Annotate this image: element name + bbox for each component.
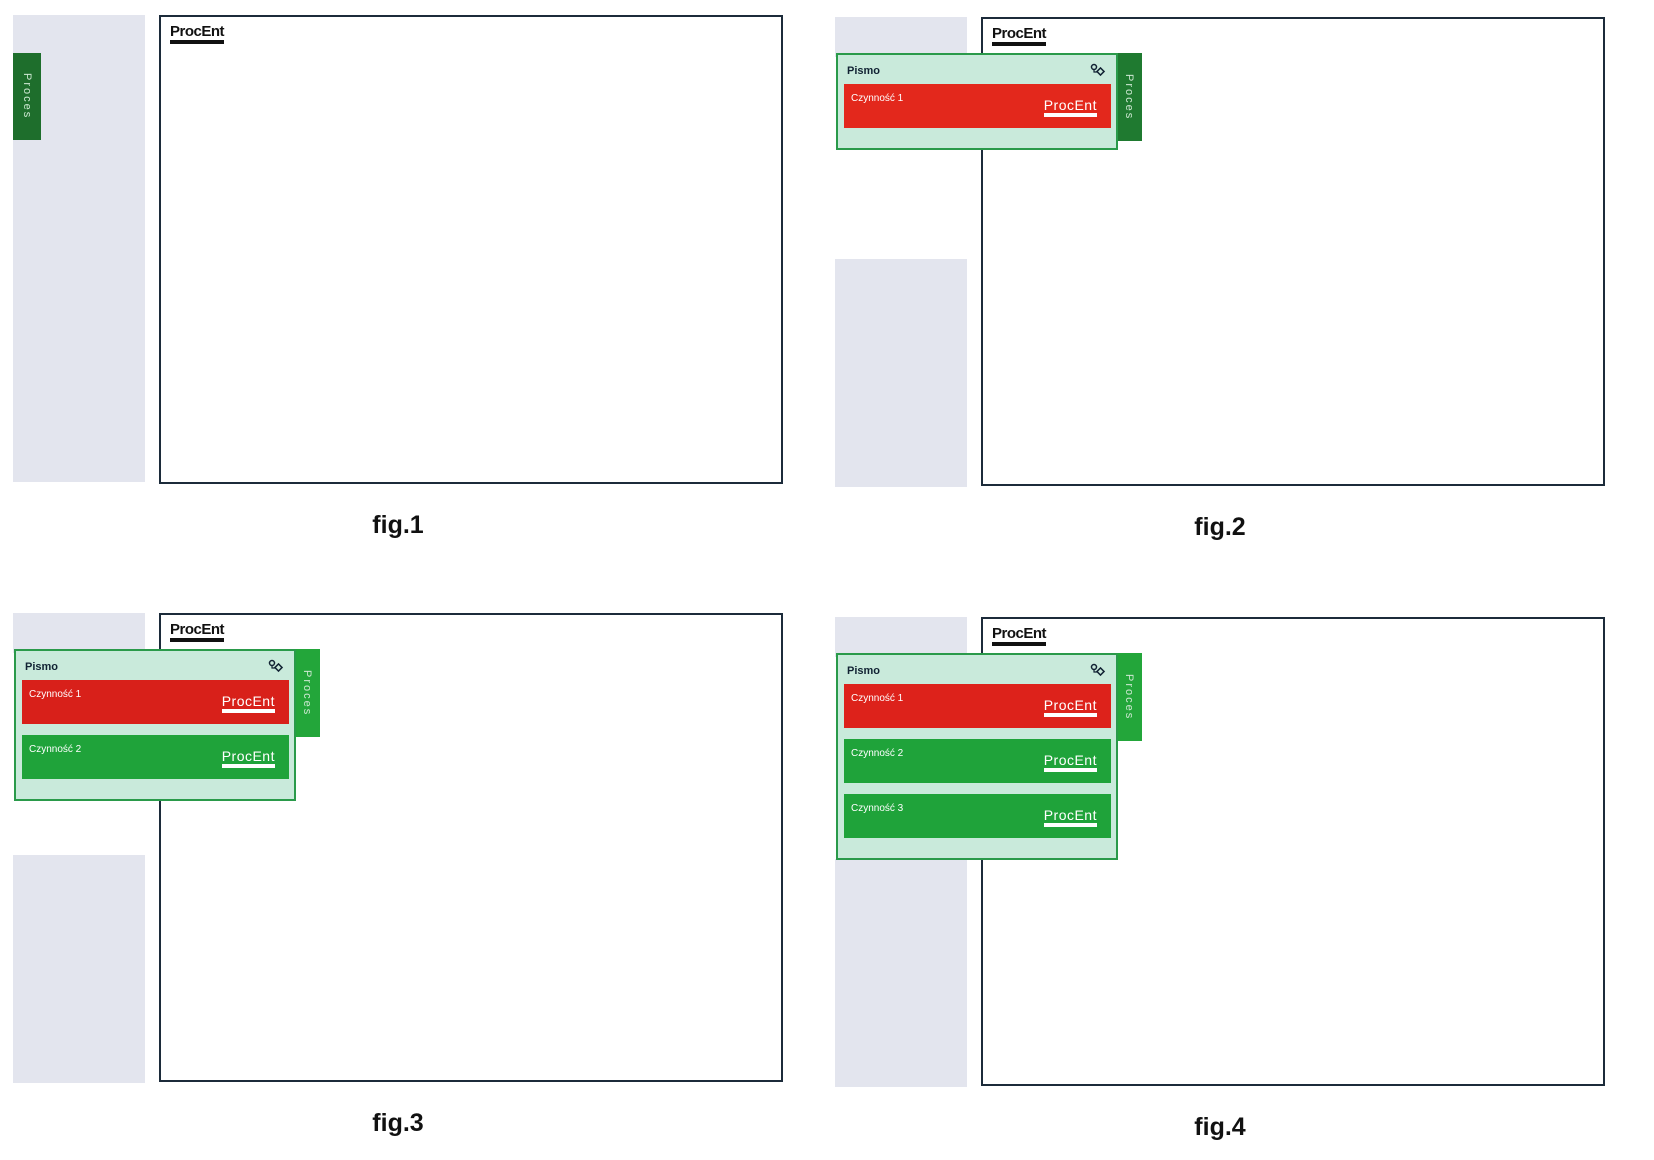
page: ProcEnt Proces fig.1 ProcEnt Proces Pismo Czyn… <box>0 0 1654 1160</box>
activity-label: Czynność 1 <box>851 93 903 104</box>
process-tab[interactable]: Proces <box>1116 53 1142 141</box>
caption: fig.1 <box>298 511 498 540</box>
sidebar <box>13 855 145 1083</box>
activity-logo: ProcEnt <box>222 749 275 768</box>
activity-logo: ProcEnt <box>1044 753 1097 772</box>
panel: PismoCzynność 1ProcEntCzynność 2ProcEntC… <box>836 653 1118 860</box>
activity-label: Czynność 3 <box>851 803 903 814</box>
sidebar <box>835 259 967 487</box>
panel-icon[interactable] <box>1090 663 1106 677</box>
panel-icon[interactable] <box>1090 63 1106 77</box>
activity-label: Czynność 2 <box>29 744 81 755</box>
logo: ProcEnt <box>170 622 224 642</box>
activity-item[interactable]: Czynność 2 ProcEnt <box>844 739 1111 783</box>
activity-label: Czynność 2 <box>851 748 903 759</box>
panel-title: Pismo <box>25 661 58 673</box>
figure: ProcEnt Proces fig.1 <box>0 0 820 580</box>
sidebar <box>835 859 967 1087</box>
process-tab[interactable]: Proces <box>1116 653 1142 741</box>
process-tab[interactable]: Proces <box>294 649 320 737</box>
activity-logo: ProcEnt <box>1044 698 1097 717</box>
caption: fig.3 <box>298 1109 498 1138</box>
sidebar <box>835 617 967 657</box>
figure: ProcEnt Proces Pismo Czynność 1 ProcEnt fig.2 <box>822 2 1642 582</box>
activity-label: Czynność 1 <box>29 689 81 700</box>
sidebar <box>835 17 967 57</box>
workspace <box>159 15 783 484</box>
activity-logo: ProcEnt <box>222 694 275 713</box>
logo: ProcEnt <box>992 626 1046 646</box>
activity-logo: ProcEnt <box>1044 98 1097 117</box>
logo: ProcEnt <box>992 26 1046 46</box>
panel: Pismo Czynność 1 ProcEnt <box>836 53 1118 150</box>
activity-label: Czynność 1 <box>851 693 903 704</box>
figure: ProcEntProcesPismoCzynność 1ProcEntCzynn… <box>822 602 1642 1160</box>
caption: fig.2 <box>1120 513 1320 542</box>
activity-item[interactable]: Czynność 1 ProcEnt <box>844 684 1111 728</box>
panel-title: Pismo <box>847 665 880 677</box>
panel-icon[interactable] <box>268 659 284 673</box>
activity-logo: ProcEnt <box>1044 808 1097 827</box>
figure: ProcEntProcesPismoCzynność 1ProcEntCzynn… <box>0 598 820 1160</box>
activity-item[interactable]: Czynność 1 ProcEnt <box>844 84 1111 128</box>
logo: ProcEnt <box>170 24 224 44</box>
activity-item[interactable]: Czynność 3 ProcEnt <box>844 794 1111 838</box>
caption: fig.4 <box>1120 1113 1320 1142</box>
process-tab[interactable]: Proces <box>13 53 41 140</box>
activity-item[interactable]: Czynność 1 ProcEnt <box>22 680 289 724</box>
panel-title: Pismo <box>847 65 880 77</box>
activity-item[interactable]: Czynność 2 ProcEnt <box>22 735 289 779</box>
sidebar <box>13 613 145 653</box>
panel: Pismo Czynność 1 ProcEnt Czynność 2 ProcEnt <box>14 649 296 801</box>
